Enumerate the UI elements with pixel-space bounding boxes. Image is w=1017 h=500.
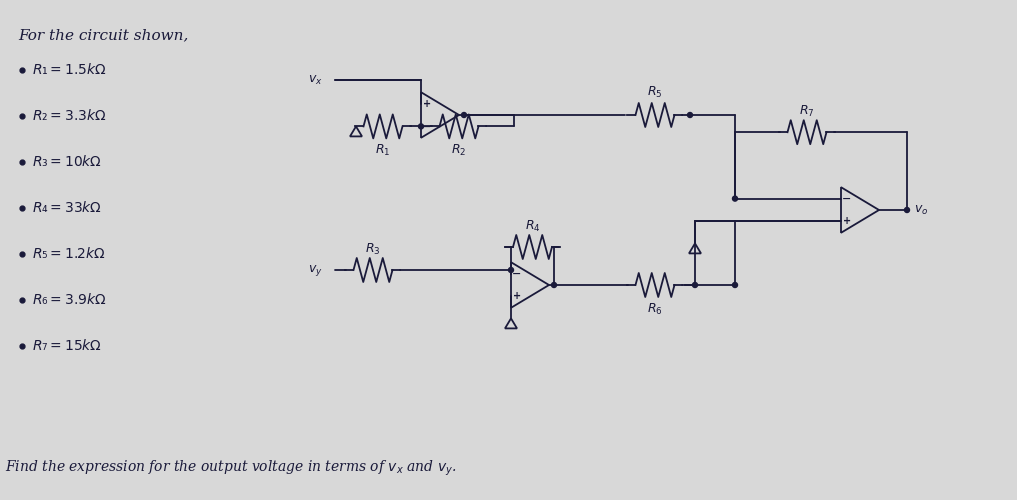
Text: −: − — [842, 194, 851, 203]
Text: Find the expression for the output voltage in terms of $v_x$ and $v_y$.: Find the expression for the output volta… — [5, 458, 457, 478]
Circle shape — [419, 124, 423, 129]
Text: $v_x$: $v_x$ — [308, 74, 323, 86]
Text: $R_2$: $R_2$ — [452, 144, 467, 158]
Circle shape — [462, 112, 467, 117]
Text: $v_y$: $v_y$ — [308, 262, 323, 278]
Text: $R₃ = 10 kΩ$: $R₃ = 10 kΩ$ — [32, 154, 102, 170]
Text: $R₁ = 1.5 kΩ$: $R₁ = 1.5 kΩ$ — [32, 62, 107, 78]
Text: $R₂ = 3.3 kΩ$: $R₂ = 3.3 kΩ$ — [32, 108, 107, 124]
Circle shape — [508, 268, 514, 272]
Text: $R_5$: $R_5$ — [647, 85, 663, 100]
Text: $R₇ = 15 kΩ$: $R₇ = 15 kΩ$ — [32, 338, 102, 353]
Text: $v_o$: $v_o$ — [914, 204, 929, 216]
Text: $R₄ = 33 kΩ$: $R₄ = 33 kΩ$ — [32, 200, 102, 216]
Text: $R₆ = 3.9 kΩ$: $R₆ = 3.9 kΩ$ — [32, 292, 107, 308]
Text: For the circuit shown,: For the circuit shown, — [18, 28, 188, 42]
Circle shape — [732, 282, 737, 288]
Circle shape — [687, 112, 693, 117]
Circle shape — [904, 208, 909, 212]
Text: $R_7$: $R_7$ — [799, 104, 815, 119]
Text: $R_3$: $R_3$ — [365, 242, 380, 257]
Circle shape — [693, 282, 698, 288]
Circle shape — [551, 282, 556, 288]
Text: −: − — [513, 268, 522, 278]
Text: +: + — [423, 98, 431, 108]
Text: −: − — [422, 122, 431, 132]
Text: $R_6$: $R_6$ — [647, 302, 663, 317]
Text: $R₅ = 1.2 kΩ$: $R₅ = 1.2 kΩ$ — [32, 246, 106, 262]
Text: $R_1$: $R_1$ — [375, 144, 391, 158]
Text: +: + — [513, 292, 521, 302]
Circle shape — [732, 196, 737, 201]
Text: +: + — [843, 216, 851, 226]
Text: $R_4$: $R_4$ — [525, 219, 540, 234]
